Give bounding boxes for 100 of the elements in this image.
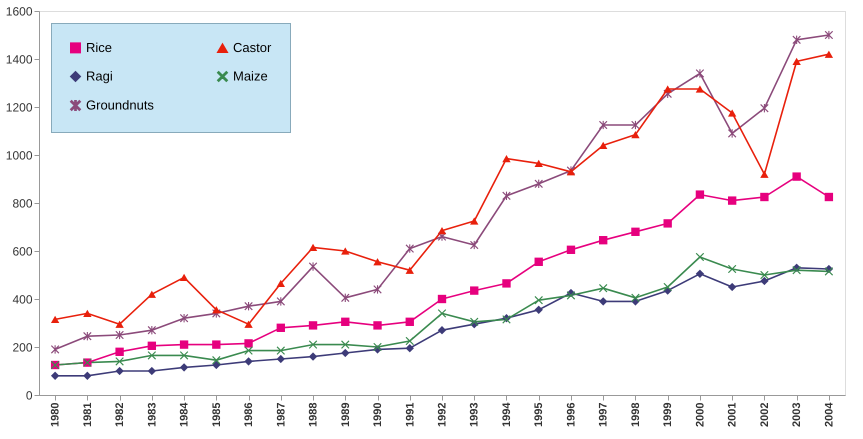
legend-label: Maize — [233, 68, 268, 84]
legend-label: Castor — [233, 40, 272, 56]
point — [115, 348, 124, 356]
point — [502, 279, 511, 288]
point — [728, 129, 736, 138]
point — [728, 282, 736, 292]
point — [502, 154, 511, 162]
point — [631, 228, 640, 236]
x-tick-label: 1986 — [243, 402, 256, 427]
point — [373, 321, 382, 330]
point — [148, 366, 156, 376]
point — [631, 294, 640, 302]
point — [599, 284, 608, 292]
point — [276, 280, 285, 288]
point — [438, 326, 446, 334]
y-tick-label: 1200 — [6, 100, 33, 114]
x-tick-label: 2002 — [758, 402, 771, 427]
point — [760, 104, 769, 112]
point — [50, 345, 60, 354]
point — [534, 296, 543, 304]
point — [760, 270, 769, 280]
x-tick-label: 1995 — [533, 402, 546, 427]
x-tick-label: 1981 — [82, 402, 94, 427]
point — [148, 342, 156, 350]
point — [244, 320, 253, 328]
x-tick-label: 1989 — [340, 402, 352, 427]
point — [244, 339, 253, 348]
point — [341, 318, 350, 326]
point — [502, 192, 511, 200]
point — [631, 130, 640, 138]
point — [180, 314, 188, 322]
x-tick-label: 1996 — [565, 402, 578, 427]
point — [663, 282, 672, 292]
point — [373, 342, 382, 352]
point — [83, 310, 92, 318]
point — [244, 357, 253, 366]
x-tick-label: 1994 — [500, 402, 513, 427]
point — [148, 351, 156, 360]
point — [566, 246, 576, 254]
point — [599, 142, 608, 150]
x-tick-label: 1982 — [114, 402, 126, 427]
point — [276, 297, 285, 306]
point — [341, 294, 350, 302]
y-tick-label: 600 — [12, 244, 33, 258]
y-tick-label: 1400 — [6, 52, 33, 66]
point — [406, 336, 414, 346]
y-tick-label: 200 — [12, 340, 33, 354]
point — [599, 120, 608, 130]
point — [244, 346, 253, 355]
point — [308, 244, 318, 252]
x-tick-label: 1991 — [404, 402, 416, 427]
point — [760, 276, 769, 286]
point — [663, 219, 672, 228]
point — [696, 69, 704, 78]
point — [599, 236, 608, 244]
y-tick-label: 800 — [12, 196, 33, 210]
x-tick-label: 1999 — [662, 402, 674, 427]
point — [438, 226, 446, 234]
point — [212, 356, 221, 364]
point — [824, 50, 834, 58]
x-tick-label: 1987 — [275, 402, 288, 427]
point — [341, 348, 350, 358]
point — [276, 346, 285, 355]
point — [83, 372, 92, 380]
point — [180, 274, 188, 282]
x-tick-label: 1983 — [146, 402, 158, 427]
point — [115, 357, 124, 366]
x-tick-label: 1997 — [598, 402, 610, 427]
point — [50, 316, 60, 324]
point — [406, 344, 414, 352]
point — [696, 252, 704, 262]
point — [308, 340, 318, 349]
y-tick-label: 1600 — [6, 4, 33, 18]
point — [534, 180, 543, 188]
point — [212, 360, 221, 370]
point — [341, 340, 350, 349]
point — [212, 306, 221, 314]
x-tick-label: 1980 — [50, 402, 62, 427]
x-tick-label: 2000 — [694, 402, 706, 427]
point — [180, 363, 188, 372]
point — [212, 340, 221, 349]
point — [276, 324, 285, 332]
point — [696, 270, 704, 278]
point — [148, 290, 156, 298]
y-tick-label: 0 — [26, 388, 33, 402]
point — [406, 244, 414, 253]
point — [728, 109, 736, 117]
point — [792, 58, 801, 66]
point — [244, 302, 253, 310]
x-tick-label: 1984 — [178, 402, 191, 427]
point — [470, 240, 478, 250]
x-tick-label: 1992 — [436, 402, 448, 427]
point — [566, 291, 576, 300]
point — [599, 297, 608, 306]
x-tick-label: 1988 — [308, 402, 320, 427]
point — [696, 190, 704, 199]
point — [406, 266, 414, 274]
point — [308, 321, 318, 330]
point — [760, 170, 769, 178]
point — [760, 192, 769, 202]
